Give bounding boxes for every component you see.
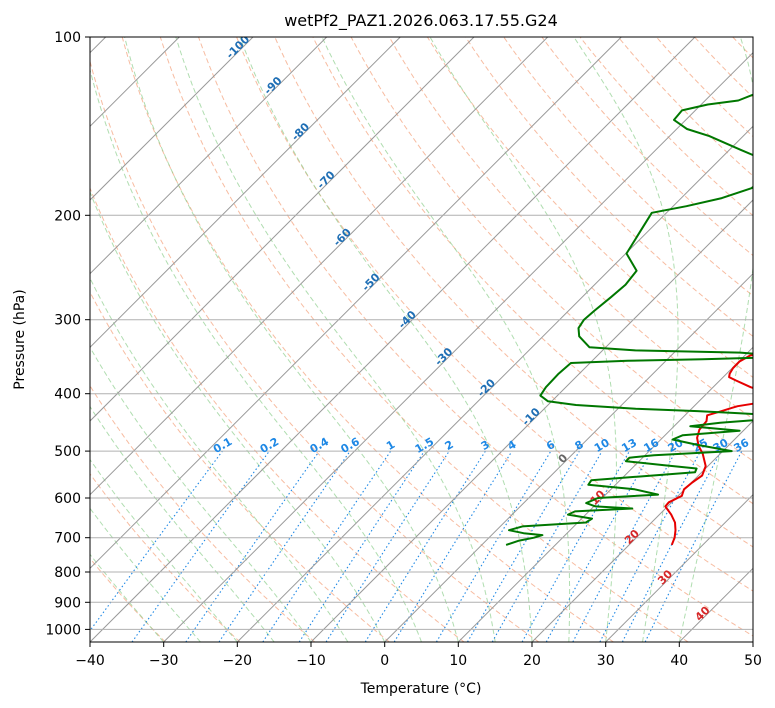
moist-adiabat-line bbox=[90, 67, 422, 642]
dry-adiabat-line bbox=[90, 384, 316, 642]
y-axis-title: Pressure (hPa) bbox=[12, 289, 28, 389]
y-tick-label: 200 bbox=[54, 208, 81, 224]
moist-adiabat-line bbox=[175, 37, 496, 642]
isotherm-line bbox=[90, 37, 328, 275]
mixing-ratio-line bbox=[262, 450, 392, 642]
y-tick-label: 800 bbox=[54, 565, 81, 581]
dewpoint-profile-line bbox=[505, 93, 753, 546]
isotherm-line bbox=[90, 37, 549, 496]
isotherm-line bbox=[310, 199, 753, 642]
mixing-ratio-line bbox=[131, 450, 270, 642]
temperature-profile-line bbox=[664, 353, 753, 546]
isotherm-line bbox=[236, 125, 753, 642]
dry-adiabat-line bbox=[350, 37, 753, 462]
mixing-ratio-line bbox=[644, 450, 743, 642]
dry-adiabat-line bbox=[503, 37, 753, 297]
x-axis-title: Temperature (°C) bbox=[360, 681, 482, 697]
isotherm-line bbox=[90, 37, 622, 570]
isotherm-line bbox=[384, 272, 753, 642]
x-tick-label: −20 bbox=[223, 653, 253, 669]
mixing-ratio-line bbox=[572, 450, 677, 642]
x-tick-label: −30 bbox=[149, 653, 179, 669]
mixing-ratio-line bbox=[521, 450, 630, 642]
x-tick-label: 30 bbox=[597, 653, 615, 669]
moist-adiabat-line bbox=[239, 37, 533, 642]
moist-adiabat-line bbox=[321, 37, 571, 642]
isotherms bbox=[90, 37, 753, 642]
dry-adiabat-line bbox=[426, 37, 753, 379]
y-tick-label: 300 bbox=[54, 313, 81, 329]
isotherm-line bbox=[752, 641, 753, 642]
moist-adiabat-line bbox=[124, 37, 459, 642]
plot-frame bbox=[89, 36, 754, 643]
isotherm-line bbox=[90, 37, 475, 422]
x-tick-label: 10 bbox=[449, 653, 467, 669]
y-tick-label: 100 bbox=[54, 30, 81, 46]
moist-adiabat-line bbox=[90, 277, 349, 642]
x-tick-label: 40 bbox=[670, 653, 688, 669]
y-tick-label: 500 bbox=[54, 444, 81, 460]
y-tick-label: 900 bbox=[54, 595, 81, 611]
mixing-ratio-line bbox=[298, 450, 425, 642]
x-tick-label: 20 bbox=[523, 653, 541, 669]
dry-adiabat-line bbox=[121, 37, 614, 642]
sounding-series bbox=[505, 93, 753, 546]
isotherm-line bbox=[90, 37, 401, 349]
dry-adiabat-line bbox=[90, 186, 465, 642]
isotherm-line bbox=[605, 493, 753, 642]
dry-adiabat-line bbox=[159, 37, 689, 642]
mixing-ratio-line bbox=[218, 450, 351, 642]
dry-adiabat-line bbox=[90, 557, 166, 642]
moist-adiabat-line bbox=[678, 37, 753, 642]
plot-background bbox=[90, 37, 753, 642]
y-tick-label: 1000 bbox=[45, 622, 81, 638]
moist-adiabat-line bbox=[90, 458, 238, 642]
isotherm-line bbox=[90, 37, 696, 642]
x-axis-ticks: −40 −30 −20 −10 0 10 20 30 40 50 bbox=[75, 642, 762, 669]
y-tick-label: 400 bbox=[54, 387, 81, 403]
mixing-ratio-line bbox=[545, 450, 653, 642]
y-tick-label: 700 bbox=[54, 531, 81, 547]
isotherm-line bbox=[457, 346, 753, 642]
y-tick-label: 600 bbox=[54, 491, 81, 507]
moist-adiabats bbox=[90, 37, 753, 642]
isotherm-line bbox=[163, 51, 753, 642]
x-tick-label: −10 bbox=[296, 653, 326, 669]
y-axis-ticks: 100 200 300 400 500 600 700 800 900 1000 bbox=[45, 30, 90, 638]
isotherm-line bbox=[531, 420, 753, 642]
x-tick-label: −40 bbox=[75, 653, 105, 669]
dry-adiabat-line bbox=[90, 472, 241, 642]
dry-adiabat-line bbox=[198, 37, 753, 637]
mixing-ratio-line bbox=[393, 450, 513, 642]
dry-adiabat-line bbox=[90, 59, 540, 642]
dry-adiabat-line bbox=[771, 37, 775, 642]
mixing-ratio-line bbox=[90, 450, 223, 632]
moist-adiabat-line bbox=[90, 190, 386, 642]
mixing-ratio-line bbox=[325, 450, 450, 642]
isotherm-line bbox=[90, 37, 254, 201]
dry-adiabat-line bbox=[90, 291, 390, 642]
mixing-ratio-line bbox=[185, 450, 320, 642]
x-tick-label: 50 bbox=[744, 653, 762, 669]
x-tick-label: 0 bbox=[380, 653, 389, 669]
mixing-ratio-lines bbox=[90, 450, 743, 642]
chart-title: wetPf2_PAZ1.2026.063.17.55.G24 bbox=[284, 11, 558, 31]
moist-adiabat-line bbox=[90, 405, 275, 642]
pressure-gridlines bbox=[90, 37, 753, 630]
moist-adiabat-line bbox=[573, 37, 679, 642]
